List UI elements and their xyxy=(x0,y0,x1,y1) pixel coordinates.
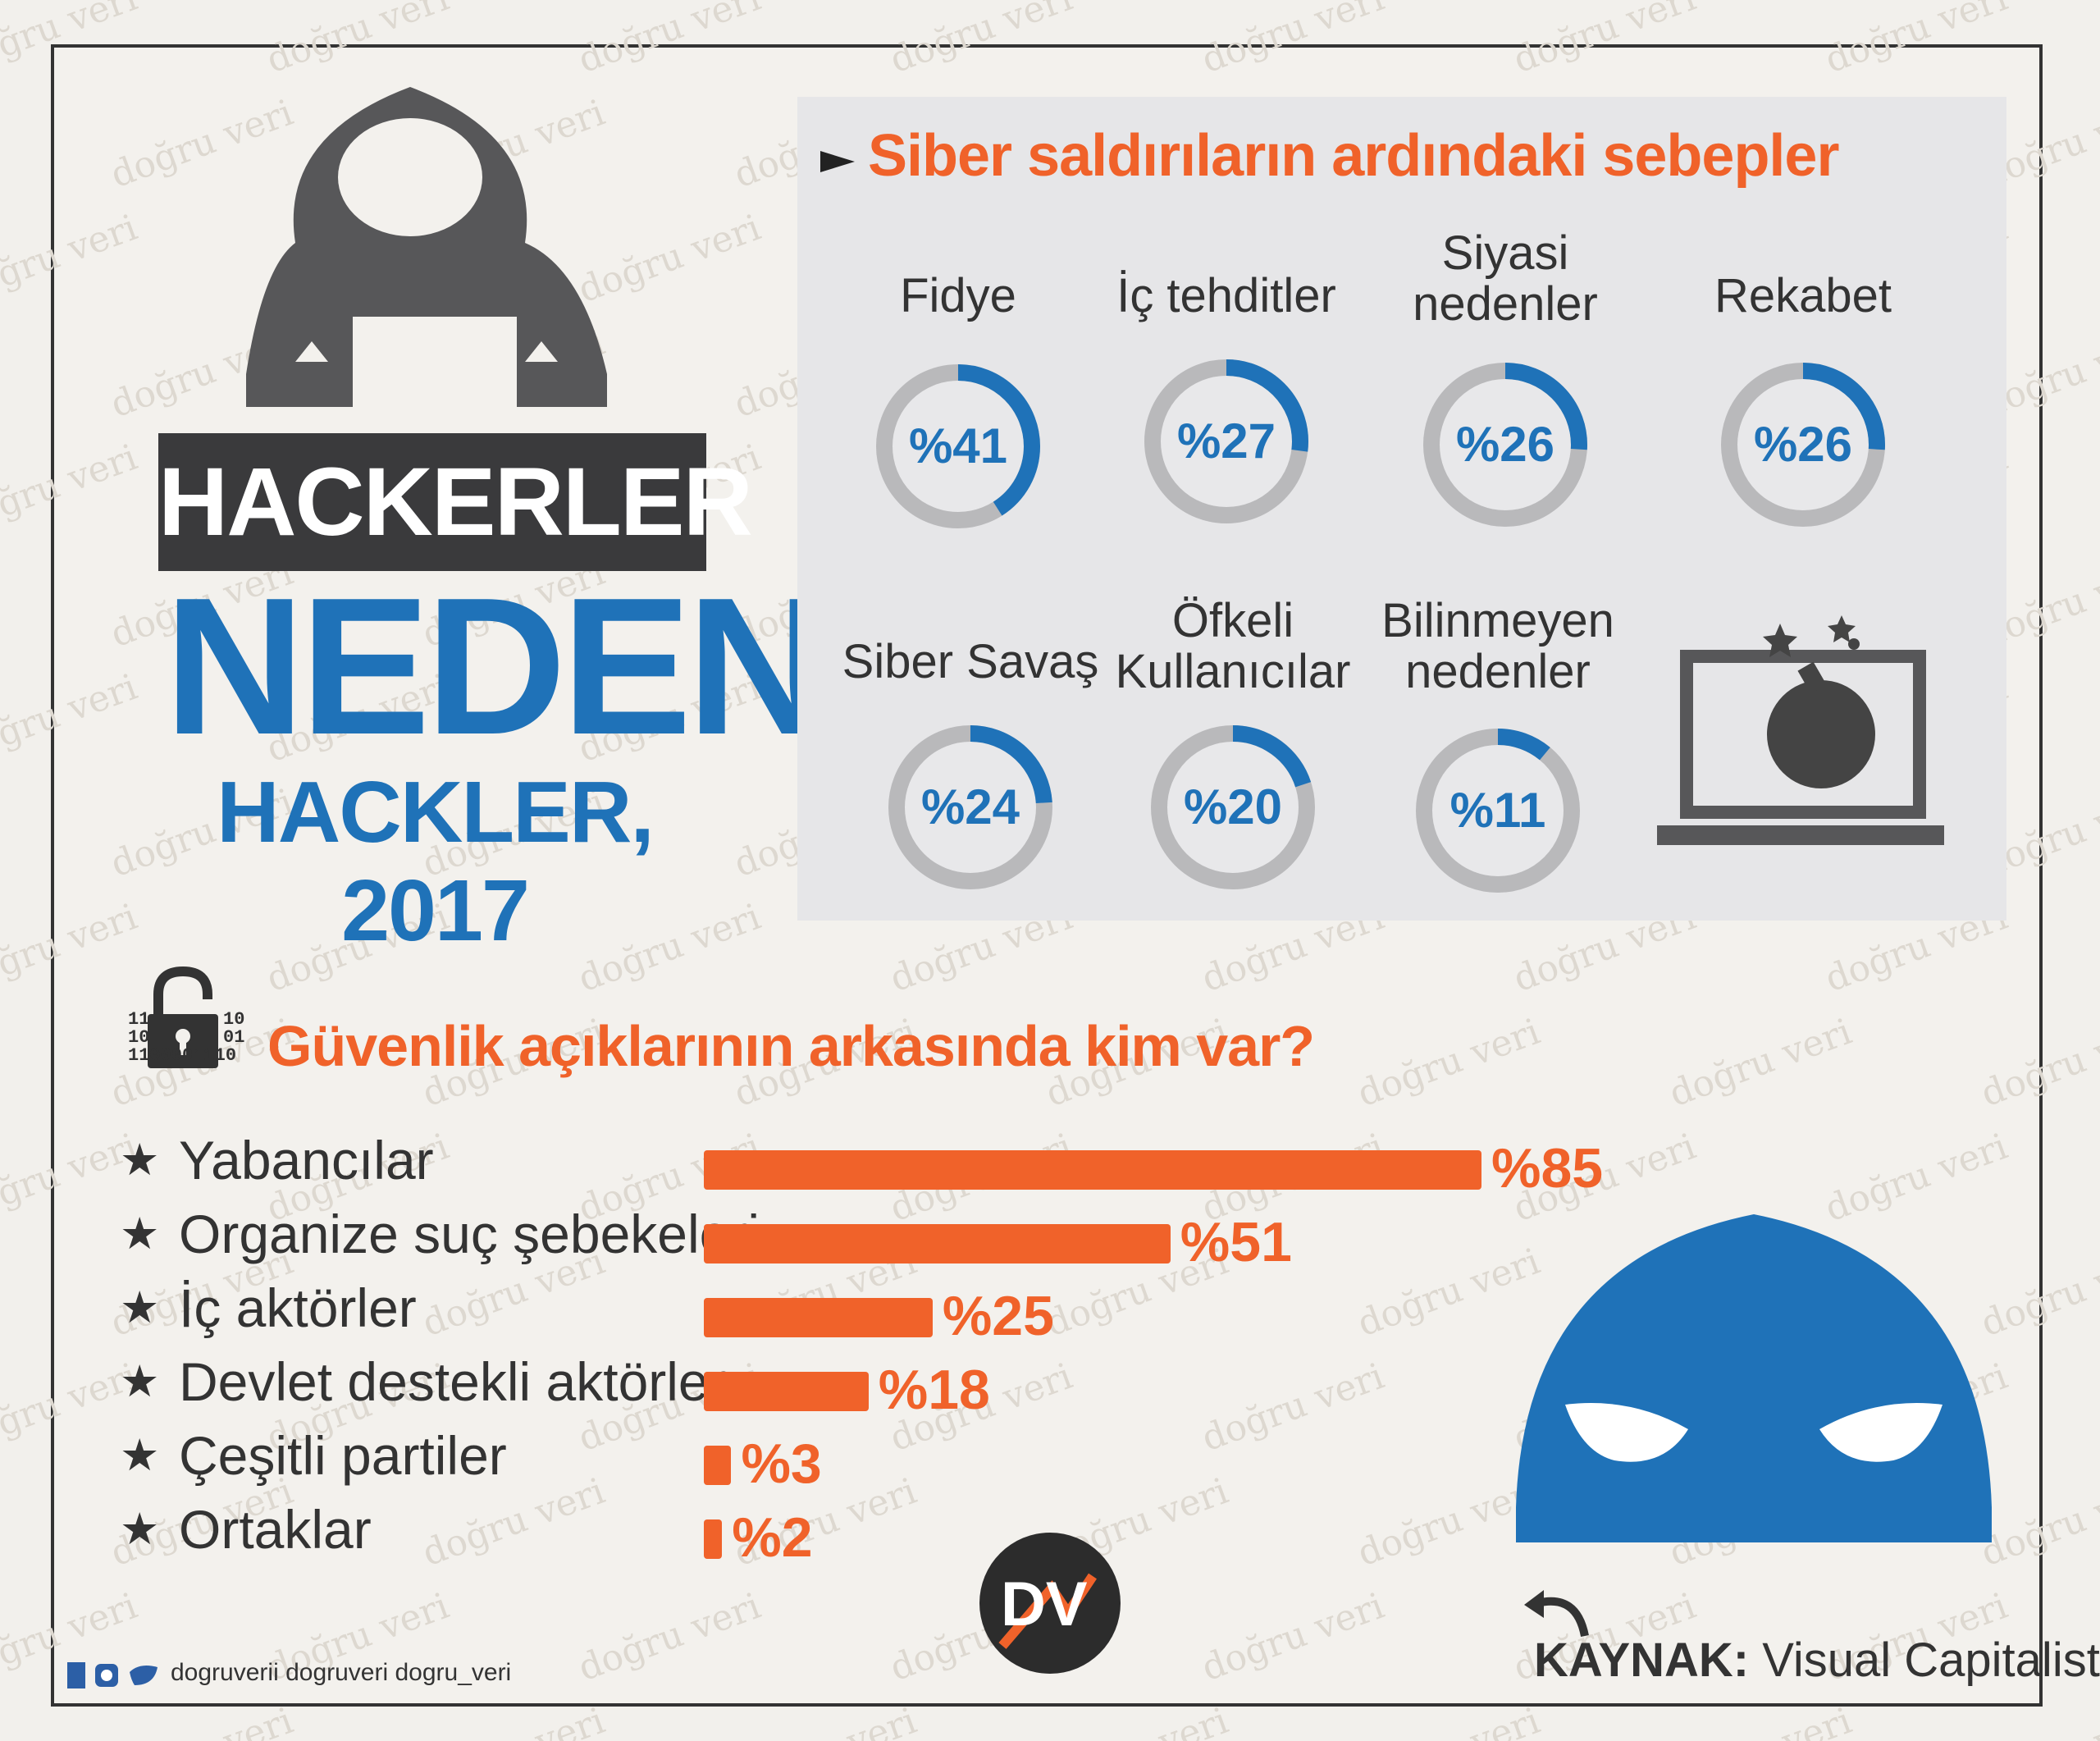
facebook-icon xyxy=(67,1662,85,1688)
donut-ring xyxy=(888,725,1052,889)
laptop-bomb-icon xyxy=(1657,615,1944,845)
star-icon: ★ xyxy=(120,1357,160,1406)
bar-value-label: %51 xyxy=(1180,1211,1292,1273)
binary-digits: 1100001110 xyxy=(128,1045,237,1066)
donut-6: %20 xyxy=(1143,717,1323,898)
bar-category-label: Çeşitli partiler xyxy=(179,1425,507,1486)
curved-arrow-icon xyxy=(1524,1590,1589,1638)
star-icon: ★ xyxy=(120,1209,160,1259)
donut-ring xyxy=(876,364,1040,528)
donut-7: %11 xyxy=(1408,720,1588,901)
donut-value-label: %11 xyxy=(1449,783,1546,838)
section2-title: Güvenlik açıklarının arkasında kim var? xyxy=(267,1014,1315,1078)
lock-binary-icon xyxy=(148,966,218,1068)
donut-value-label: %20 xyxy=(1183,779,1283,834)
star-icon: ★ xyxy=(120,1136,160,1185)
donut-ring xyxy=(1151,725,1315,889)
donut-slice-7 xyxy=(1416,729,1580,893)
bar-category-label: Ortaklar xyxy=(179,1499,372,1560)
bar-value-label: %18 xyxy=(878,1359,990,1421)
dv-logo: DV xyxy=(979,1533,1121,1674)
donut-ring xyxy=(1416,729,1580,893)
donut-value-label: %24 xyxy=(920,779,1020,834)
source-credit: KAYNAK: Visual Capitalist xyxy=(1534,1633,2100,1688)
source-value: Visual Capitalist xyxy=(1762,1634,2100,1687)
donut-value-label: %26 xyxy=(1753,417,1853,472)
donut-ring xyxy=(1721,363,1885,527)
panel-title: Siber saldırıların ardındaki sebepler xyxy=(868,123,1839,189)
donut-slice-2 xyxy=(1144,359,1308,523)
bar-value-label: %25 xyxy=(942,1285,1054,1347)
donut-slice-6 xyxy=(1151,725,1315,889)
donut-ring xyxy=(1144,359,1308,523)
svg-text:DV: DV xyxy=(1001,1570,1088,1639)
arrow-icon xyxy=(820,151,855,172)
binary-digits: 10 xyxy=(223,1009,245,1030)
bar-4 xyxy=(704,1372,869,1411)
binary-digits: 11 xyxy=(128,1009,150,1030)
donut-slice-4 xyxy=(1721,363,1885,527)
title-hackerler: HACKERLER xyxy=(158,433,753,571)
donut-value-label: %27 xyxy=(1176,414,1276,468)
source-label: KAYNAK: xyxy=(1534,1634,1750,1687)
donut-3: %26 xyxy=(1415,354,1596,535)
star-icon: ★ xyxy=(120,1505,160,1554)
donut-ring xyxy=(1423,363,1587,527)
donut-slice-5 xyxy=(888,725,1052,889)
hacker-figure-icon xyxy=(246,87,607,423)
donut-1: %41 xyxy=(868,356,1048,537)
bar-category-label: İç aktörler xyxy=(179,1277,417,1338)
title-hackler-2017: HACKLER, 2017 xyxy=(217,764,655,959)
bar-category-label: Organize suç şebekeleri xyxy=(179,1204,760,1264)
social-handles: dogruverii dogruveri dogru_veri xyxy=(171,1659,512,1686)
bar-category-label: Devlet destekli aktörler xyxy=(179,1351,727,1412)
donut-value-label: %41 xyxy=(908,418,1008,473)
twitter-icon xyxy=(130,1666,158,1685)
donut-2: %27 xyxy=(1136,351,1317,532)
donut-4: %26 xyxy=(1713,354,1893,535)
bar-value-label: %85 xyxy=(1491,1137,1604,1200)
social-icons xyxy=(67,1662,158,1688)
bar-2 xyxy=(704,1224,1171,1263)
donut-value-label: %26 xyxy=(1455,417,1555,472)
bar-3 xyxy=(704,1298,933,1337)
donut-slice-3 xyxy=(1423,363,1587,527)
bar-6 xyxy=(704,1519,723,1559)
bar-value-label: %2 xyxy=(732,1506,813,1569)
star-icon: ★ xyxy=(120,1431,160,1480)
title-neden: NEDEN xyxy=(164,558,828,775)
star-icon: ★ xyxy=(120,1283,160,1332)
bar-1 xyxy=(704,1150,1481,1190)
donut-slice-1 xyxy=(876,364,1040,528)
bar-category-label: Yabancılar xyxy=(179,1130,434,1190)
bar-5 xyxy=(704,1446,732,1485)
masked-head-icon xyxy=(1516,1214,1992,1542)
bar-value-label: %3 xyxy=(741,1433,822,1495)
binary-digits: 10 xyxy=(128,1027,150,1048)
binary-digits: 01 xyxy=(223,1027,245,1048)
donut-5: %24 xyxy=(880,717,1061,898)
